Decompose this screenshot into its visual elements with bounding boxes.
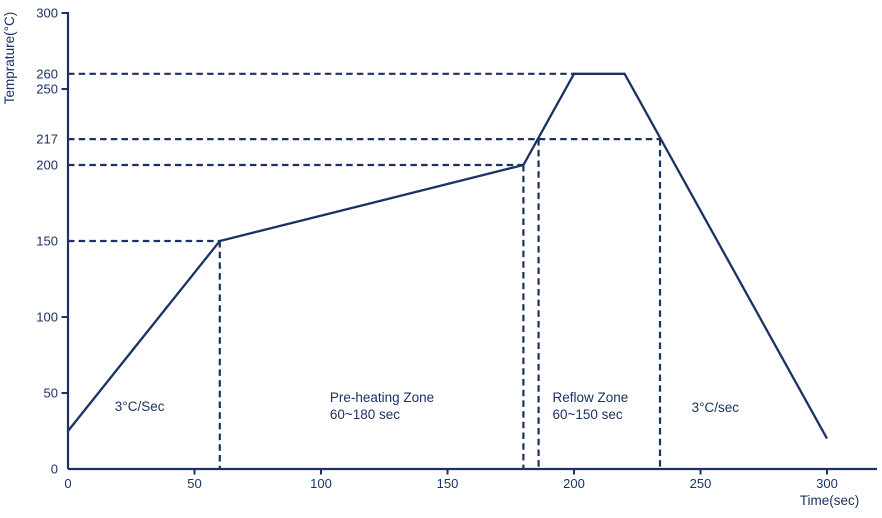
x-tick-label-50: 50 xyxy=(187,476,201,491)
preheating-zone-label-line2: 60~180 sec xyxy=(330,407,400,422)
x-tick-label-300: 300 xyxy=(816,476,838,491)
y-tick-label-217: 217 xyxy=(36,132,58,147)
reflow-temperature-profile-line xyxy=(67,72,829,440)
reflow-zone-label-line2: 60~150 sec xyxy=(552,407,622,422)
x-tick-label-100: 100 xyxy=(310,476,332,491)
x-axis-title: Time(sec) xyxy=(800,493,860,508)
preheating-zone-label-line1: Pre-heating Zone xyxy=(330,390,434,405)
y-tick-label-0: 0 xyxy=(51,462,58,477)
y-tick-label-260: 260 xyxy=(36,66,58,81)
x-tick-label-0: 0 xyxy=(64,476,71,491)
x-tick-label-150: 150 xyxy=(437,476,459,491)
y-axis-title: Temprature(°C) xyxy=(2,12,17,104)
y-tick-label-150: 150 xyxy=(36,234,58,249)
x-tick-label-200: 200 xyxy=(563,476,585,491)
y-tick-label-50: 50 xyxy=(44,386,58,401)
y-tick-label-250: 250 xyxy=(36,82,58,97)
y-tick-label-200: 200 xyxy=(36,158,58,173)
ramp-up-rate-label: 3°C/Sec xyxy=(115,399,165,414)
x-tick-label-250: 250 xyxy=(690,476,712,491)
cooling-rate-label: 3°C/sec xyxy=(692,400,740,415)
y-tick-label-100: 100 xyxy=(36,310,58,325)
y-tick-label-300: 300 xyxy=(36,6,58,21)
reflow-zone-label-line1: Reflow Zone xyxy=(552,390,628,405)
